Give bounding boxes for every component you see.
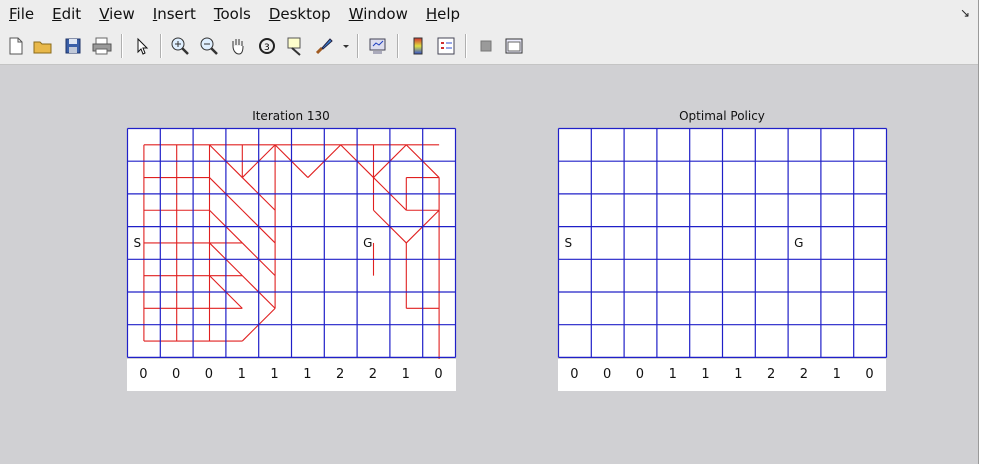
menu-edit[interactable]: Edit: [52, 5, 82, 23]
menu-insert[interactable]: Insert: [152, 5, 196, 23]
pointer-icon[interactable]: [131, 35, 153, 57]
right-value-cell: 2: [767, 367, 776, 382]
link-plot-icon[interactable]: [367, 35, 389, 57]
svg-text:3: 3: [264, 43, 270, 53]
left-axes-title: Iteration 130: [252, 109, 330, 123]
menu-view[interactable]: View: [99, 5, 135, 23]
menu-window[interactable]: Window: [348, 5, 408, 23]
left-value-cell: 1: [270, 367, 279, 382]
right-value-cell: 0: [603, 367, 612, 382]
left-value-cell: 2: [368, 367, 378, 382]
menu-desktop[interactable]: Desktop: [268, 5, 331, 23]
right-value-cell: 1: [734, 367, 743, 382]
right-goal-label: G: [794, 236, 803, 250]
menu-file[interactable]: File: [9, 5, 35, 23]
toolbar-separator: [357, 34, 359, 58]
left-goal-label: G: [363, 236, 372, 250]
right-value-strip: 0 0 0 1 1 1 2 2 1 0: [558, 359, 886, 391]
brush-dropdown-icon[interactable]: [340, 35, 352, 57]
toolbar-separator: [160, 34, 162, 58]
data-cursor-icon[interactable]: [285, 35, 307, 57]
right-value-cell: 2: [799, 367, 809, 382]
dock-arrow-icon[interactable]: ↘: [959, 6, 970, 20]
print-icon[interactable]: [91, 35, 113, 57]
toolbar-separator: [397, 34, 399, 58]
zoom-out-icon[interactable]: [198, 35, 220, 57]
menu-help[interactable]: Help: [425, 5, 461, 23]
figure-toolbar: 3: [0, 28, 978, 65]
left-value-cell: 1: [401, 367, 410, 382]
legend-icon[interactable]: [435, 35, 457, 57]
toolbar-separator: [465, 34, 467, 58]
save-icon[interactable]: [62, 35, 84, 57]
window-edge: [978, 0, 986, 464]
left-value-strip: 0 0 0 1 1 1 2 2 1 0: [127, 359, 456, 391]
toolbar-separator: [121, 34, 123, 58]
colorbar-icon[interactable]: [407, 35, 429, 57]
menu-bar: File Edit View Insert Tools Desktop Wind…: [0, 0, 978, 28]
right-value-cell: 1: [832, 367, 841, 382]
right-value-cell: 0: [570, 367, 579, 382]
right-axes-title: Optimal Policy: [679, 109, 765, 123]
new-figure-icon[interactable]: [5, 35, 27, 57]
right-value-cell: 0: [865, 367, 874, 382]
open-file-icon[interactable]: [32, 35, 54, 57]
left-value-cell: 2: [336, 367, 345, 382]
zoom-in-icon[interactable]: [169, 35, 191, 57]
menu-file-rest: ile: [16, 5, 35, 23]
brush-icon[interactable]: [313, 35, 335, 57]
left-value-cell: 0: [172, 367, 181, 382]
left-value-cell: 1: [237, 367, 246, 382]
right-value-cell: 1: [701, 367, 710, 382]
left-start-label: S: [134, 236, 142, 250]
menu-tools[interactable]: Tools: [213, 5, 251, 23]
left-value-cell: 0: [204, 367, 214, 382]
left-value-cell: 0: [434, 367, 443, 382]
pan-hand-icon[interactable]: [227, 35, 249, 57]
right-value-cell: 0: [635, 367, 645, 382]
left-value-cell: 0: [139, 367, 148, 382]
rotate-3d-icon[interactable]: 3: [256, 35, 278, 57]
left-value-cell: 1: [303, 367, 312, 382]
right-value-cell: 1: [668, 367, 677, 382]
right-start-label: S: [565, 236, 573, 250]
hide-plot-tools-icon[interactable]: [475, 35, 497, 57]
show-plot-tools-icon[interactable]: [503, 35, 525, 57]
